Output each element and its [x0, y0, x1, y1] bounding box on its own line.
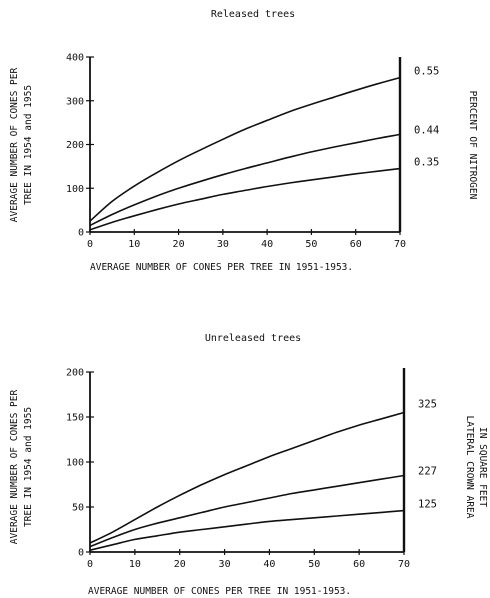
- series-label: 325: [418, 399, 437, 411]
- axes: [89, 57, 402, 233]
- series-label: 0.44: [414, 124, 439, 136]
- x-axis-label: AVERAGE NUMBER OF CONES PER TREE IN 1951…: [88, 586, 351, 597]
- right-axis-label: PERCENT OF NITROGEN: [467, 91, 478, 200]
- series-line: [89, 411, 405, 544]
- y-tick-label: 0: [78, 228, 84, 239]
- y-tick-label: 50: [72, 503, 84, 514]
- unreleased-trees-panel: Unreleased trees AVERAGE NUMBER OF CONES…: [9, 333, 488, 597]
- y-tick-label: 100: [66, 458, 84, 469]
- series-label: 0.55: [414, 66, 439, 78]
- x-tick-label: 10: [128, 239, 140, 250]
- x-tick-label: 70: [394, 239, 406, 250]
- y-tick-label: 200: [66, 368, 84, 379]
- series-label: 125: [418, 499, 437, 511]
- x-tick-label: 30: [217, 239, 229, 250]
- series-line: [89, 474, 405, 548]
- tick-layer: 0 50 100 150 200 0 10 20 30 40 50 60 70: [66, 368, 410, 571]
- x-tick-label: 40: [263, 559, 275, 570]
- series-line: [89, 167, 401, 231]
- chart-title: Released trees: [211, 9, 295, 20]
- y-tick-label: 150: [66, 413, 84, 424]
- x-tick-label: 20: [173, 239, 185, 250]
- series-layer: 0.55 0.44 0.35: [89, 66, 439, 231]
- x-tick-label: 0: [87, 559, 93, 570]
- x-tick-label: 50: [305, 239, 317, 250]
- y-tick-label: 0: [78, 548, 84, 559]
- y-tick-label: 400: [66, 53, 84, 64]
- x-tick-label: 10: [129, 559, 141, 570]
- y-tick-label: 300: [66, 96, 84, 107]
- series-layer: 325 227 125: [89, 399, 437, 551]
- released-trees-panel: Released trees AVERAGE NUMBER OF CONES P…: [9, 9, 478, 273]
- series-line: [89, 133, 401, 227]
- series-line: [89, 509, 405, 551]
- x-tick-label: 20: [174, 559, 186, 570]
- x-tick-label: 60: [353, 559, 365, 570]
- y-axis-label: AVERAGE NUMBER OF CONES PER: [9, 390, 20, 545]
- y-axis-label: AVERAGE NUMBER OF CONES PER: [9, 68, 20, 223]
- x-axis-label: AVERAGE NUMBER OF CONES PER TREE IN 1951…: [90, 262, 353, 273]
- y-tick-label: 100: [66, 184, 84, 195]
- y-tick-label: 200: [66, 140, 84, 151]
- series-label: 0.35: [414, 157, 439, 169]
- x-tick-label: 40: [261, 239, 273, 250]
- right-axis-label: LATERAL CROWN AREA: [464, 416, 475, 519]
- x-tick-label: 0: [87, 239, 93, 250]
- x-tick-label: 50: [308, 559, 320, 570]
- axes: [89, 368, 406, 553]
- y-axis-label: TREE IN 1954 and 1955: [23, 407, 34, 527]
- x-tick-label: 60: [350, 239, 362, 250]
- series-label: 227: [418, 466, 437, 478]
- x-tick-label: 70: [398, 559, 410, 570]
- right-axis-label: IN SQUARE FEET: [477, 427, 488, 507]
- y-axis-label: TREE IN 1954 and 1955: [23, 85, 34, 205]
- x-tick-label: 30: [219, 559, 231, 570]
- series-line: [89, 76, 401, 222]
- chart-title: Unreleased trees: [205, 333, 301, 344]
